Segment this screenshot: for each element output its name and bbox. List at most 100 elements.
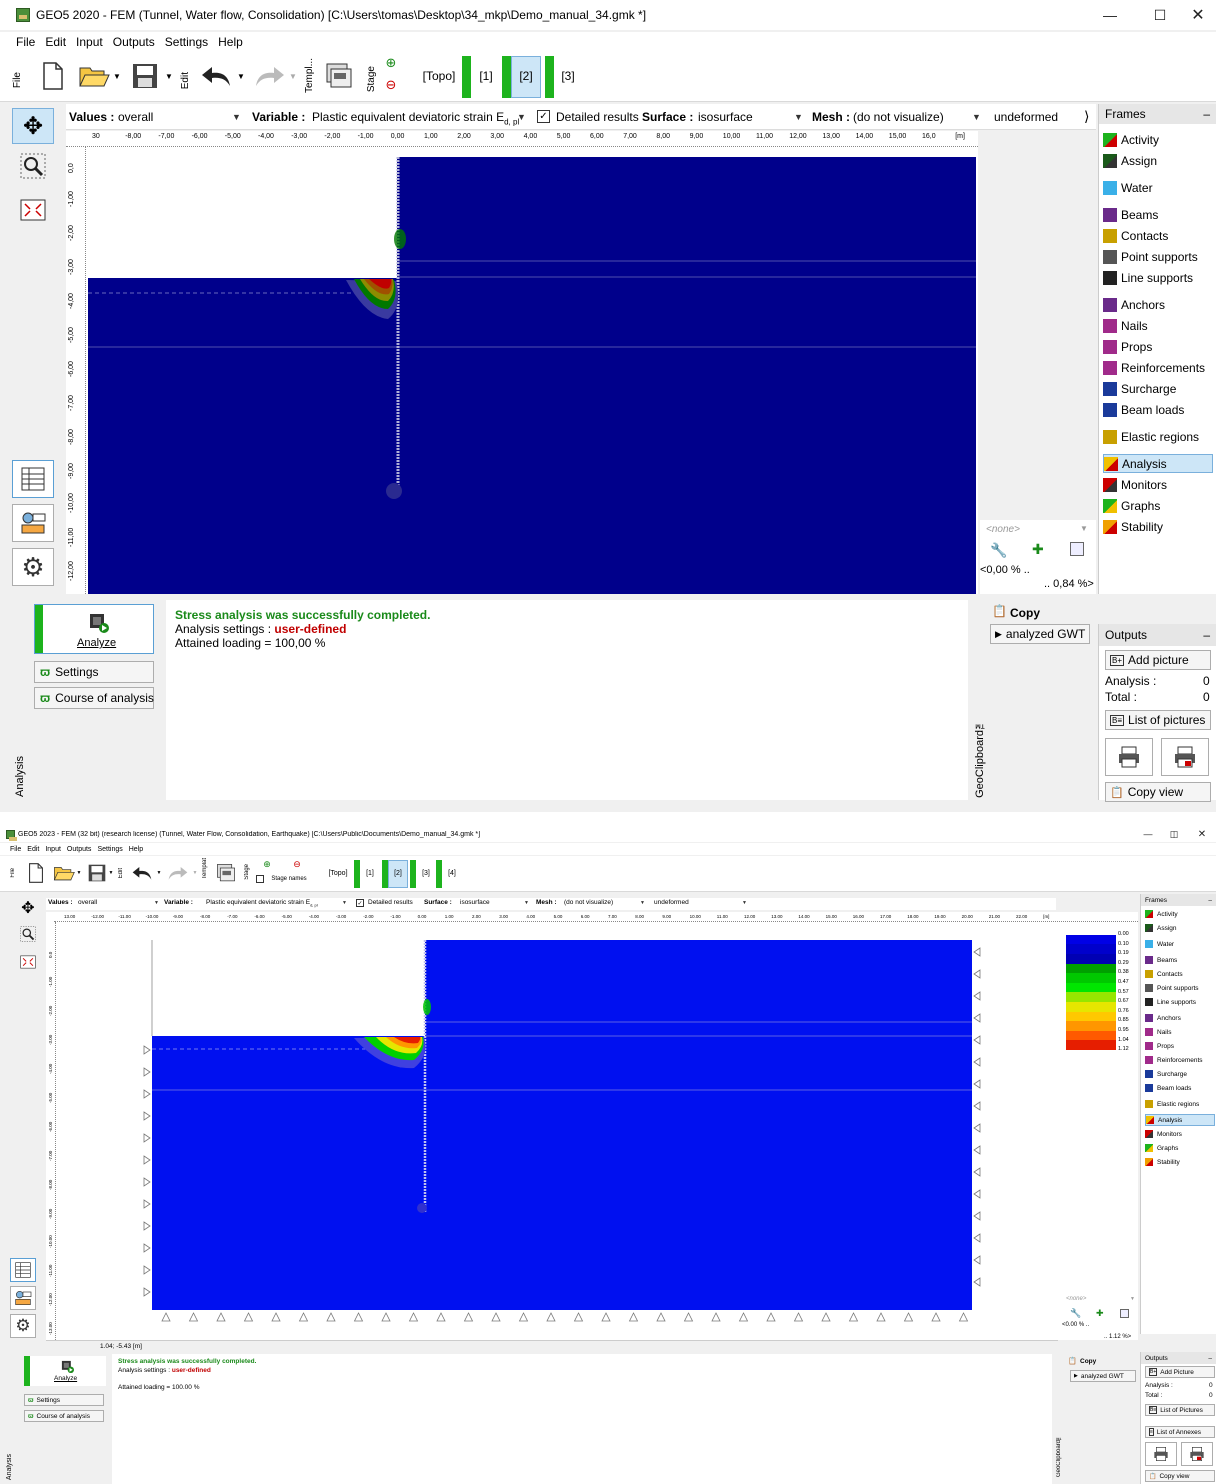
stage-1[interactable]: [1] <box>366 869 374 877</box>
print-preview-button[interactable] <box>1161 738 1209 776</box>
collapse-frames-icon[interactable]: – <box>1203 107 1210 121</box>
copy-button[interactable]: Copy <box>1010 606 1040 620</box>
frame-monitors[interactable]: Monitors <box>1145 1128 1215 1140</box>
zoom-extents-tool[interactable] <box>16 952 40 972</box>
remove-stage-icon[interactable]: ⊖ <box>293 858 301 869</box>
surface-select[interactable]: isosurface <box>460 899 490 906</box>
template-icon[interactable] <box>322 58 356 94</box>
legend-preset-select[interactable]: <none> <box>986 524 1020 535</box>
frame-surcharge[interactable]: Surcharge <box>1145 1068 1215 1080</box>
open-dropdown-icon[interactable]: ▼ <box>113 71 121 81</box>
zoom-extents-tool[interactable] <box>12 192 54 228</box>
frame-contacts[interactable]: Contacts <box>1145 968 1215 980</box>
frame-line-supports[interactable]: Line supports <box>1145 996 1215 1008</box>
settings-gear-icon[interactable]: ⚙ <box>12 548 54 586</box>
frame-nails[interactable]: Nails <box>1103 316 1213 335</box>
frame-surcharge[interactable]: Surcharge <box>1103 379 1213 398</box>
stage-3[interactable]: [3] <box>561 69 575 83</box>
add-stage-icon[interactable]: ⊕ <box>385 55 397 70</box>
menu-edit[interactable]: Edit <box>27 845 40 853</box>
stage-topo[interactable]: [Topo] <box>328 869 348 877</box>
wrench-icon[interactable]: 🔧 <box>1070 1308 1082 1318</box>
variable-select[interactable]: Plastic equivalent deviatoric strain Ed,… <box>206 899 318 907</box>
wrench-icon[interactable]: 🔧 <box>990 542 1008 558</box>
detailed-results-checkbox[interactable]: ✓ <box>356 899 364 907</box>
save-dropdown-icon[interactable]: ▼ <box>165 71 173 81</box>
collapse-outputs-icon[interactable]: – <box>1203 628 1210 642</box>
pan-tool[interactable]: ✥ <box>12 108 54 144</box>
frame-activity[interactable]: Activity <box>1103 130 1213 149</box>
surface-dropdown-icon[interactable]: ▼ <box>524 900 529 906</box>
redo-dropdown-icon[interactable]: ▼ <box>192 870 198 876</box>
labels-button[interactable] <box>10 1286 36 1310</box>
print-button[interactable] <box>1145 1442 1177 1466</box>
frame-analysis[interactable]: Analysis <box>1103 454 1213 473</box>
course-of-analysis-button[interactable]: ϖ Course of analysis <box>34 687 154 709</box>
frame-anchors[interactable]: Anchors <box>1103 295 1213 314</box>
table-view-button[interactable] <box>10 1258 36 1282</box>
frame-props[interactable]: Props <box>1145 1040 1215 1052</box>
pan-tool[interactable]: ✥ <box>21 900 35 917</box>
frame-props[interactable]: Props <box>1103 337 1213 356</box>
stage-names-button[interactable]: Stage names <box>271 876 307 882</box>
table-view-button[interactable] <box>12 460 54 498</box>
new-file-icon[interactable] <box>26 860 46 886</box>
frame-graphs[interactable]: Graphs <box>1103 496 1213 515</box>
surface-dropdown-icon[interactable]: ▼ <box>794 112 803 122</box>
maximize-button[interactable]: ☐ <box>1153 6 1167 23</box>
frame-nails[interactable]: Nails <box>1145 1026 1215 1038</box>
copy-button[interactable]: Copy <box>1080 1358 1097 1365</box>
mesh-select[interactable]: (do not visualize) <box>853 110 944 124</box>
menu-file[interactable]: File <box>16 35 36 49</box>
undo-icon[interactable] <box>198 58 234 94</box>
analyze-button[interactable]: Analyze <box>24 1356 106 1386</box>
zoom-tool[interactable] <box>12 148 54 184</box>
add-picture-button[interactable]: B+ Add Picture <box>1145 1366 1215 1378</box>
stage-topo[interactable]: [Topo] <box>422 69 456 83</box>
redo-icon[interactable] <box>252 58 288 94</box>
model-canvas[interactable]: 30 -8,00 -7,00 -6,00 -5,00 -4,00 -3,00 -2,00 -1,… <box>66 131 978 594</box>
open-file-icon[interactable] <box>76 58 112 94</box>
undo-dropdown-icon[interactable]: ▼ <box>237 71 245 81</box>
add-color-icon[interactable]: ✚ <box>1096 1308 1104 1318</box>
frame-reinforcements[interactable]: Reinforcements <box>1145 1054 1215 1066</box>
list-of-annexes-button[interactable]: ≡ List of Annexes <box>1145 1426 1215 1438</box>
course-of-analysis-button[interactable]: ϖ Course of analysis <box>24 1410 104 1422</box>
menu-input[interactable]: Input <box>45 845 61 853</box>
redo-icon[interactable] <box>166 860 190 886</box>
frame-elastic-regions[interactable]: Elastic regions <box>1145 1098 1215 1110</box>
zoom-tool[interactable] <box>16 924 40 944</box>
frame-beams[interactable]: Beams <box>1145 954 1215 966</box>
frame-beam-loads[interactable]: Beam loads <box>1145 1082 1215 1094</box>
frame-activity[interactable]: Activity <box>1145 908 1215 920</box>
expand-panel-icon[interactable]: ⟩ <box>1084 108 1090 124</box>
save-icon[interactable] <box>86 860 108 886</box>
redo-dropdown-icon[interactable]: ▼ <box>289 71 297 81</box>
menu-help[interactable]: Help <box>218 35 243 49</box>
minimize-button[interactable]: — <box>1143 829 1153 839</box>
mesh-dropdown-icon[interactable]: ▼ <box>640 900 645 906</box>
analyzed-gwt-button[interactable]: ▶ analyzed GWT <box>990 624 1090 644</box>
frame-monitors[interactable]: Monitors <box>1103 475 1213 494</box>
frame-line-supports[interactable]: Line supports <box>1103 268 1213 287</box>
legend-preset-select[interactable]: <none> <box>1066 1296 1087 1302</box>
variable-select[interactable]: Plastic equivalent deviatoric strain Ed,… <box>312 110 519 126</box>
frame-assign[interactable]: Assign <box>1103 151 1213 170</box>
menu-settings[interactable]: Settings <box>97 845 123 853</box>
stage-3[interactable]: [3] <box>422 869 430 877</box>
save-dropdown-icon[interactable]: ▼ <box>108 870 114 876</box>
list-of-pictures-button[interactable]: B≡ List of pictures <box>1105 710 1211 730</box>
open-dropdown-icon[interactable]: ▼ <box>76 870 82 876</box>
values-dropdown-icon[interactable]: ▼ <box>154 900 159 906</box>
deformation-dropdown-icon[interactable]: ▼ <box>742 900 747 906</box>
add-stage-icon[interactable]: ⊕ <box>263 858 271 869</box>
add-picture-button[interactable]: B+ Add picture <box>1105 650 1211 670</box>
frame-water[interactable]: Water <box>1103 178 1213 197</box>
print-button[interactable] <box>1105 738 1153 776</box>
frame-point-supports[interactable]: Point supports <box>1103 247 1213 266</box>
stage-1[interactable]: [1] <box>479 69 493 83</box>
save-icon[interactable] <box>128 58 162 94</box>
frame-point-supports[interactable]: Point supports <box>1145 982 1215 994</box>
frame-stability[interactable]: Stability <box>1103 517 1213 536</box>
detailed-results-checkbox[interactable]: ✓ <box>537 110 550 123</box>
